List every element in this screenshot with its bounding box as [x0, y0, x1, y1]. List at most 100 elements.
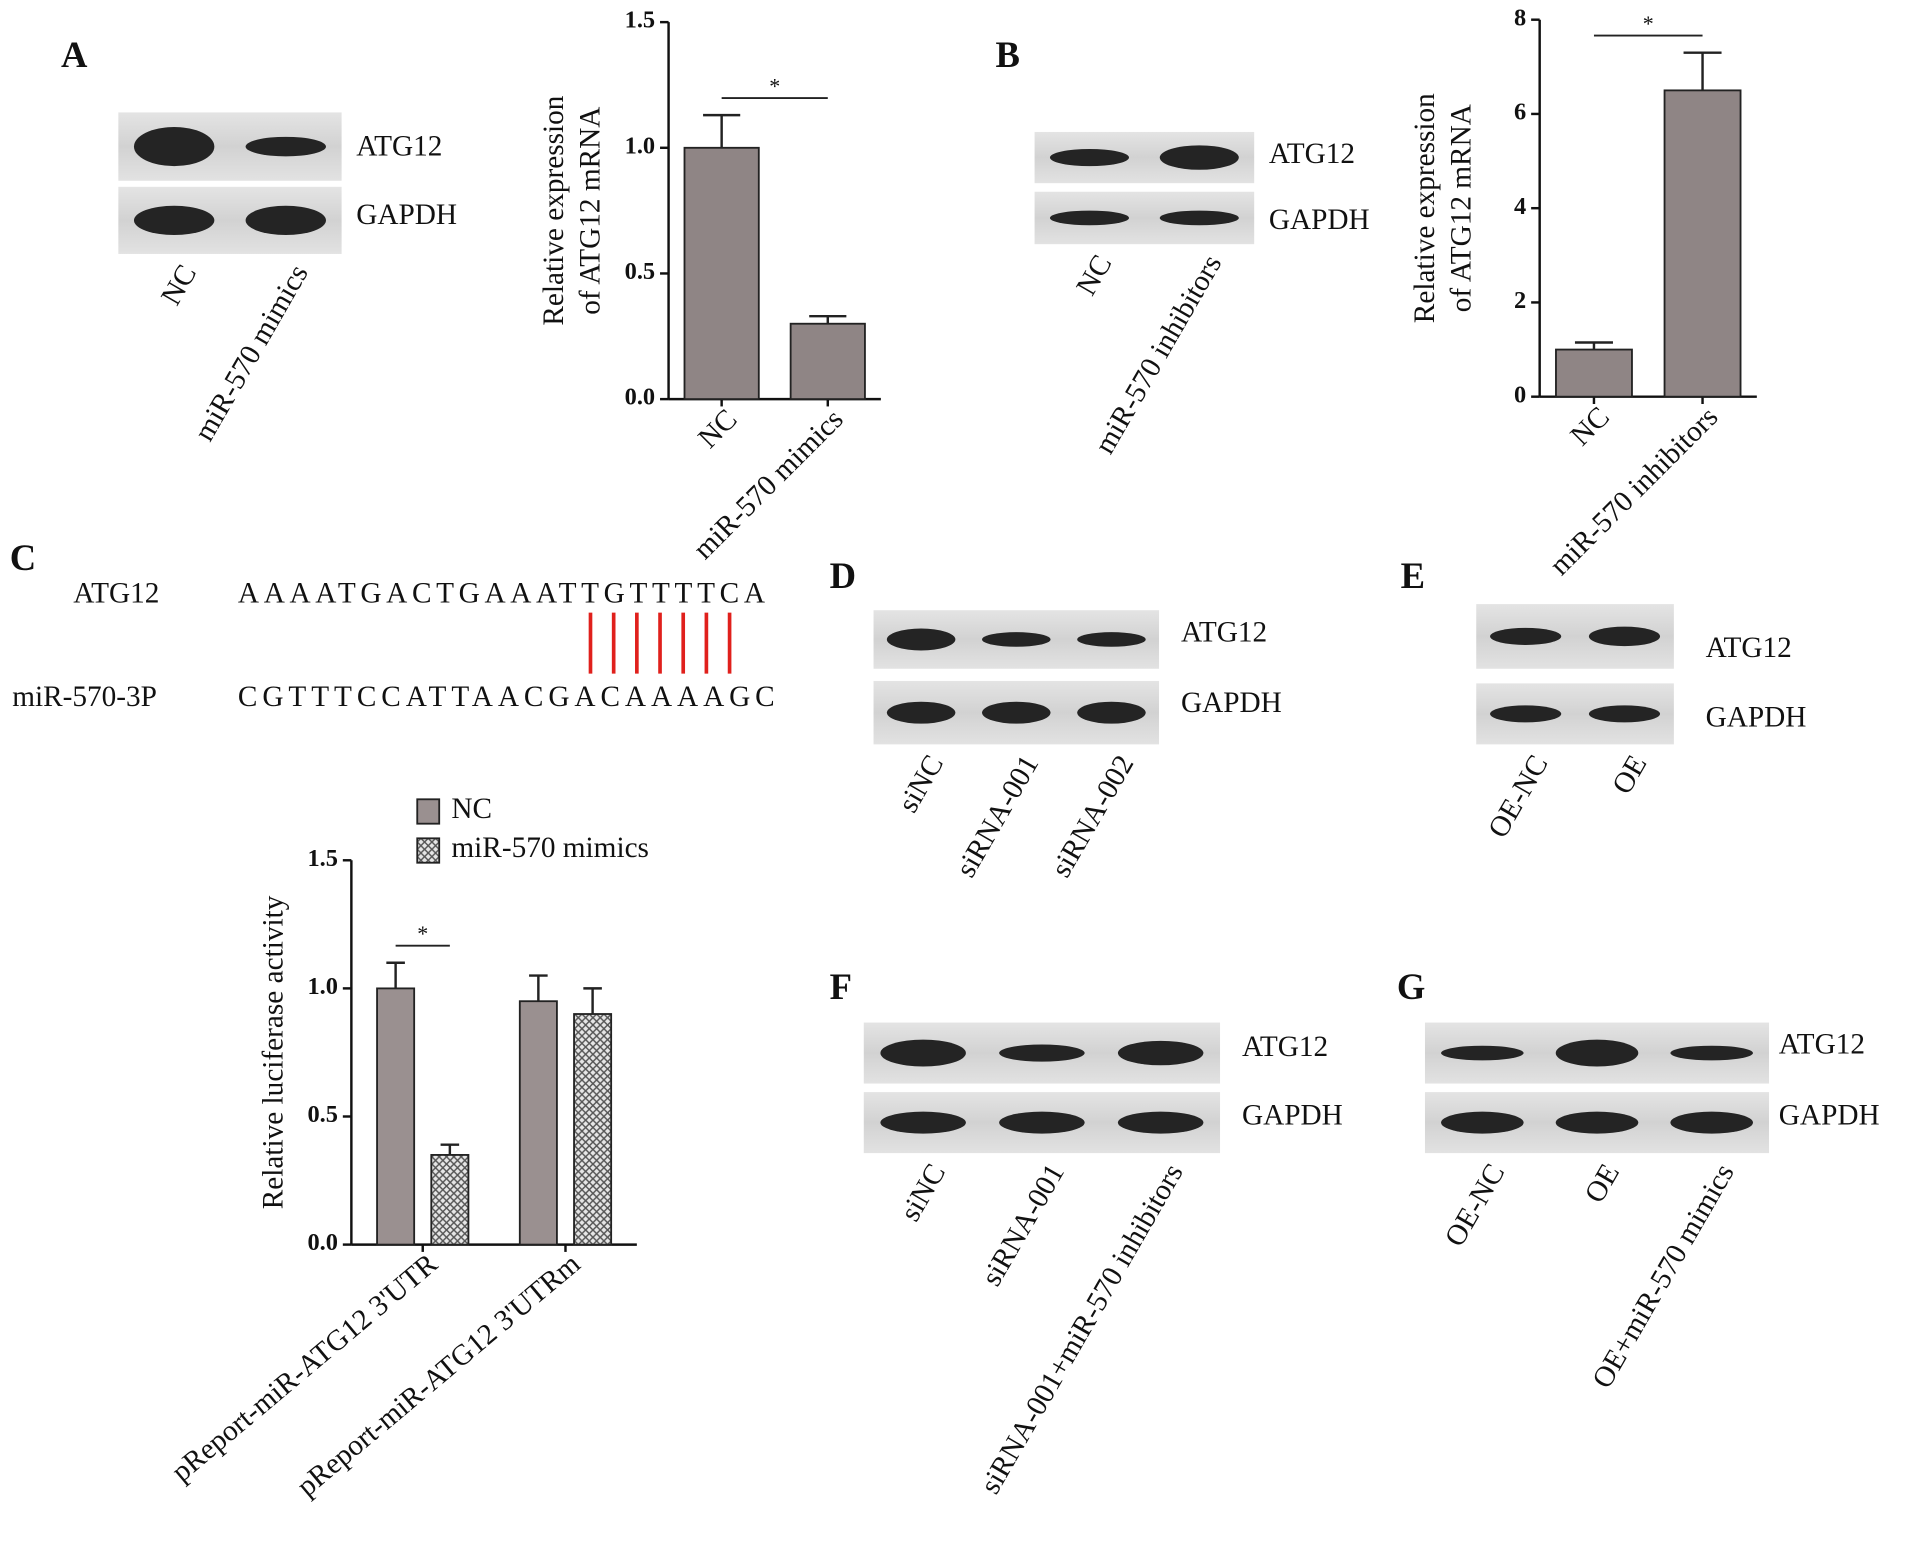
blot-band — [1588, 705, 1661, 723]
blot-band — [1670, 1045, 1753, 1061]
bar — [789, 322, 866, 401]
lane-label: siRNA-001 — [950, 750, 1045, 883]
panel-label: G — [1397, 966, 1425, 1007]
lane-label: siRNA-001+miR-570 inhibitors — [974, 1159, 1189, 1500]
error-bar — [440, 1143, 460, 1155]
blot-row-label: GAPDH — [356, 199, 457, 231]
blot-row-label: ATG12 — [1779, 1029, 1865, 1061]
lane-label: OE — [1579, 1159, 1626, 1209]
sequence: AAAATGACTGAAATTGTTTTCA — [238, 577, 765, 609]
blot-row-label: ATG12 — [1269, 138, 1355, 170]
blot-band — [982, 632, 1051, 647]
y-tick-label: 4 — [1514, 193, 1526, 220]
legend-swatch — [416, 837, 441, 864]
error-bar — [1574, 341, 1613, 350]
sequence-name: miR-570-3P — [12, 681, 157, 713]
y-tick-label: 6 — [1514, 99, 1526, 126]
y-axis-label: Relative expression — [1409, 93, 1441, 323]
bar — [573, 1013, 613, 1246]
y-tick-label: 0 — [1514, 381, 1526, 408]
base-pairing — [588, 612, 732, 674]
blot-band — [886, 701, 956, 724]
blot-band — [880, 1039, 966, 1067]
y-tick-label: 0.5 — [307, 1101, 337, 1128]
blot-band — [1117, 1111, 1204, 1134]
blot-row-label: GAPDH — [1242, 1099, 1343, 1131]
error-bar — [529, 974, 548, 1002]
significance-label: * — [1643, 11, 1654, 36]
lane-label: NC — [155, 259, 203, 310]
blot-band — [1159, 210, 1239, 226]
blot-row-label: ATG12 — [1181, 616, 1267, 648]
blot-band — [1555, 1039, 1639, 1067]
y-tick-label: 0.0 — [625, 384, 655, 411]
bar — [376, 987, 416, 1246]
blot-band — [133, 205, 215, 236]
bar — [518, 1000, 558, 1246]
panel-label: F — [830, 966, 852, 1007]
y-axis-label: of ATG12 mRNA — [575, 107, 607, 315]
y-axis-label: Relative luciferase activity — [257, 895, 289, 1209]
x-tick-label: pReport-miR-ATG12 3'UTRm — [291, 1248, 587, 1503]
error-bar — [583, 987, 602, 1015]
y-tick-label: 1.5 — [307, 845, 337, 872]
blot-band — [1049, 149, 1130, 167]
x-tick-label: NC — [692, 403, 743, 454]
legend-label: NC — [451, 793, 492, 825]
blot-band — [1117, 1040, 1204, 1066]
x-tick-label: NC — [1564, 401, 1615, 452]
lane-label: siNC — [894, 1159, 952, 1227]
blot-band — [1159, 145, 1239, 170]
blot-band — [999, 1044, 1085, 1062]
error-bar — [703, 113, 741, 148]
y-tick-label: 1.0 — [625, 132, 655, 159]
significance-label: * — [417, 921, 428, 946]
lane-label: OE — [1606, 750, 1653, 800]
y-axis-label: Relative expression — [538, 95, 570, 325]
blot-band — [1670, 1111, 1753, 1134]
panel-label: E — [1401, 555, 1425, 596]
blot-row-label: GAPDH — [1706, 702, 1807, 734]
blot-row-label: GAPDH — [1779, 1099, 1880, 1131]
blot-row-label: GAPDH — [1181, 687, 1282, 719]
blot-band — [1049, 210, 1130, 226]
blot-band — [1441, 1045, 1524, 1061]
lane-label: OE-NC — [1439, 1159, 1511, 1252]
y-tick-label: 2 — [1514, 287, 1526, 314]
bar — [683, 146, 760, 401]
blot-band — [880, 1111, 966, 1134]
sequence: CGTTTCCATTAACGACAAAAGC — [238, 681, 775, 713]
error-bar — [1683, 51, 1722, 91]
lane-label: miR-570 mimics — [188, 259, 314, 446]
panel-label: A — [61, 34, 88, 75]
blot-row-label: ATG12 — [356, 131, 442, 163]
legend-label: miR-570 mimics — [451, 832, 649, 864]
lane-label: siRNA-002 — [1045, 750, 1140, 883]
x-tick-label: pReport-miR-ATG12 3'UTR — [166, 1247, 444, 1488]
error-bar — [386, 961, 405, 989]
blot-band — [1077, 632, 1146, 647]
blot-band — [245, 136, 326, 157]
y-tick-label: 0.0 — [307, 1229, 337, 1256]
y-tick-label: 0.5 — [625, 258, 655, 285]
blot-band — [133, 127, 215, 167]
legend-swatch — [416, 798, 441, 825]
blot-band — [1555, 1111, 1639, 1134]
bar — [1663, 89, 1742, 398]
significance-label: * — [769, 73, 780, 98]
y-tick-label: 8 — [1514, 4, 1526, 31]
panel-label: D — [830, 555, 856, 596]
blot-band — [1441, 1111, 1524, 1134]
blot-band — [886, 628, 956, 651]
lane-label: OE-NC — [1482, 750, 1554, 843]
lane-label: siNC — [892, 750, 950, 818]
panel-label: C — [10, 537, 36, 578]
y-tick-label: 1.0 — [307, 973, 337, 1000]
blot-band — [999, 1111, 1085, 1134]
lane-label: siRNA-001 — [976, 1159, 1071, 1292]
blot-row-label: ATG12 — [1242, 1031, 1328, 1063]
y-tick-label: 1.5 — [625, 7, 655, 34]
sequence-name: ATG12 — [73, 577, 159, 609]
